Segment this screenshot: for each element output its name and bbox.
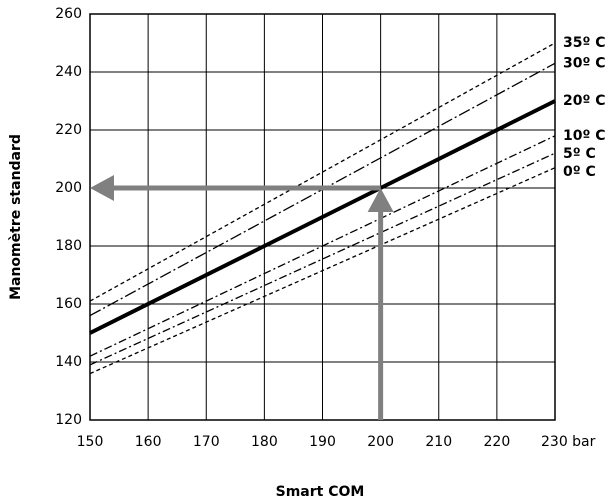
y-tick-label: 240 xyxy=(55,64,82,80)
legend-label: 5º C xyxy=(563,146,596,162)
y-tick-label: 220 xyxy=(55,122,82,138)
x-tick-label: 150 xyxy=(77,434,104,450)
x-tick-label: 180 xyxy=(251,434,278,450)
x-tick-label: 230 bar xyxy=(541,434,596,450)
y-tick-label: 120 xyxy=(55,412,82,428)
series-line xyxy=(89,135,556,357)
series-line xyxy=(89,167,556,375)
series-line xyxy=(89,152,556,366)
x-tick-label: 220 xyxy=(484,434,511,450)
plot-border xyxy=(89,13,556,421)
y-tick-label: 180 xyxy=(55,238,82,254)
y-axis-label: Manomètre standard xyxy=(8,134,24,300)
x-tick-label: 190 xyxy=(309,434,336,450)
x-tick-label: 200 xyxy=(367,434,394,450)
series-line xyxy=(89,42,556,302)
arrow-head xyxy=(90,175,114,201)
x-tick-label: 210 xyxy=(425,434,452,450)
x-tick-label: 170 xyxy=(193,434,220,450)
series-line xyxy=(89,99,556,335)
legend-label: 20º C xyxy=(563,93,606,109)
y-tick-label: 200 xyxy=(55,180,82,196)
legend-label: 35º C xyxy=(563,35,606,51)
legend-label: 0º C xyxy=(563,164,596,180)
arrow-head xyxy=(367,188,394,212)
y-tick-label: 160 xyxy=(55,296,82,312)
x-axis-label: Smart COM xyxy=(276,484,365,500)
legend-label: 10º C xyxy=(563,128,606,144)
y-tick-label: 140 xyxy=(55,354,82,370)
x-tick-label: 160 xyxy=(135,434,162,450)
legend-label: 30º C xyxy=(563,55,606,71)
y-tick-label: 260 xyxy=(55,6,82,22)
